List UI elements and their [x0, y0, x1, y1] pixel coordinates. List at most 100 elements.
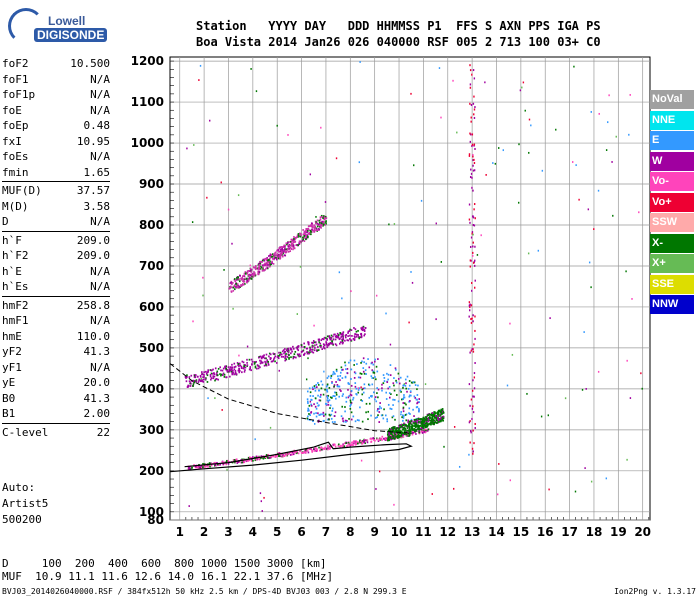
trace-point [345, 420, 347, 423]
trace-point [257, 365, 260, 368]
noise-point [472, 320, 474, 323]
trace-point [280, 248, 282, 251]
trace-point [376, 438, 378, 441]
trace-point [273, 257, 276, 260]
trace-point [395, 368, 397, 371]
trace-point [238, 369, 240, 372]
noise-point [469, 441, 471, 444]
trace-point [389, 374, 392, 377]
noise-point [341, 297, 343, 300]
trace-point [318, 221, 321, 224]
trace-point [288, 358, 290, 360]
trace-point [327, 344, 330, 347]
noise-point [590, 111, 592, 113]
trace-point [229, 285, 232, 288]
trace-point [433, 421, 436, 424]
trace-point [442, 410, 444, 413]
trace-point [300, 344, 303, 347]
param-row: fmin 1.65 [2, 165, 110, 181]
trace-point [280, 246, 283, 248]
x-tick-label: 16 [537, 525, 554, 539]
noise-point [232, 307, 234, 310]
param-key: h`Es [2, 280, 29, 293]
trace-point [402, 410, 405, 413]
trace-point [332, 371, 335, 373]
trace-point [396, 430, 399, 432]
trace-point [217, 378, 220, 381]
trace-point [325, 337, 327, 339]
noise-point [296, 313, 299, 315]
trace-point [276, 253, 279, 256]
trace-point [284, 354, 287, 357]
trace-point [229, 366, 232, 369]
noise-point [472, 254, 474, 257]
trace-point [243, 283, 246, 285]
trace-point [202, 380, 205, 383]
trace-point [206, 381, 209, 383]
trace-point [214, 379, 216, 382]
trace-point [290, 241, 293, 244]
trace-point [318, 340, 320, 342]
trace-point [217, 367, 220, 370]
trace-point [279, 351, 282, 354]
trace-point [427, 418, 430, 421]
trace-point [313, 227, 316, 230]
trace-point [306, 230, 309, 232]
trace-point [246, 358, 248, 361]
trace-point [283, 254, 286, 257]
trace-point [442, 411, 445, 414]
trace-point [269, 358, 272, 361]
trace-point [430, 423, 432, 426]
trace-point [362, 387, 364, 390]
trace-point [259, 359, 261, 362]
trace-point [334, 338, 337, 341]
trace-point [424, 426, 427, 429]
trace-point [311, 386, 314, 389]
noise-point [511, 353, 514, 356]
trace-point [381, 439, 383, 441]
trace-point [269, 265, 271, 268]
noise-point [470, 120, 472, 123]
trace-point [328, 399, 331, 402]
trace-point [324, 223, 326, 226]
trace-point [318, 341, 320, 344]
trace-point [201, 373, 203, 376]
trace-point [237, 284, 240, 287]
trace-point [393, 389, 396, 392]
trace-point [264, 362, 267, 365]
trace-point [364, 333, 366, 336]
trace-point [411, 430, 414, 433]
param-key: hmE [2, 329, 22, 343]
trace-point [432, 421, 434, 423]
trace-point [364, 439, 366, 442]
trace-point [367, 418, 369, 421]
trace-point [410, 394, 412, 397]
trace-point [306, 352, 309, 355]
trace-point [266, 456, 269, 459]
trace-point [402, 398, 405, 401]
plot-area [169, 56, 651, 521]
trace-point [195, 380, 197, 383]
noise-point [575, 164, 577, 167]
trace-point [368, 384, 371, 387]
trace-point [265, 259, 268, 262]
trace-point [425, 428, 428, 431]
noise-point [360, 386, 362, 389]
trace-point [313, 229, 316, 232]
trace-point [347, 339, 350, 342]
noise-point [564, 397, 567, 400]
trace-point [326, 383, 329, 386]
noise-point [593, 228, 595, 230]
trace-point [254, 361, 256, 364]
trace-point [225, 376, 228, 379]
trace-point [422, 426, 424, 429]
trace-point [321, 448, 324, 451]
trace-point [386, 418, 388, 421]
trace-point [387, 438, 389, 441]
trace-point [378, 421, 381, 423]
logo-text-lowell: Lowell [48, 14, 86, 28]
trace-point [285, 243, 288, 246]
trace-point [332, 338, 335, 341]
noise-point [607, 121, 609, 124]
trace-point [326, 390, 329, 393]
